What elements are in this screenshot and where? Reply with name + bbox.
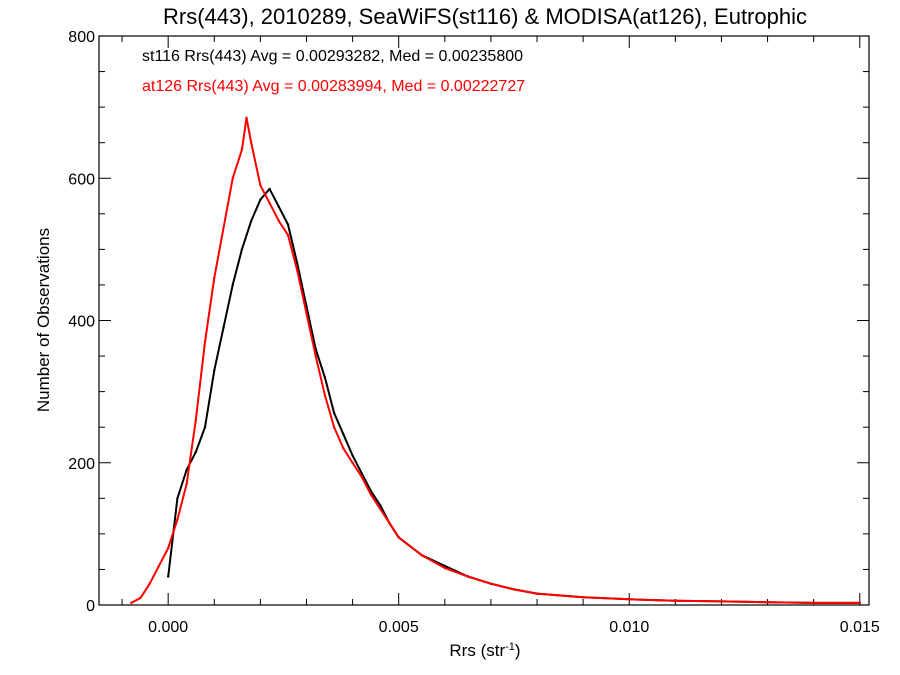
series-point-at126 (203, 340, 207, 343)
series-point-st116 (250, 219, 253, 223)
series-layer (130, 116, 861, 605)
series-point-st116 (222, 326, 225, 329)
series-point-at126 (268, 201, 271, 205)
series-point-at126 (466, 575, 470, 578)
series-point-st116 (351, 454, 354, 457)
series-point-at126 (194, 418, 197, 422)
series-point-at126 (167, 546, 170, 550)
x-tick-label: 0.015 (840, 619, 880, 636)
series-point-at126 (222, 226, 225, 230)
series-point-st116 (240, 248, 244, 251)
series-point-at126 (286, 233, 290, 237)
series-point-at126 (369, 493, 373, 496)
series-point-at126 (157, 564, 161, 568)
series-point-at126 (176, 518, 179, 521)
series-point-at126 (342, 447, 345, 450)
series-point-st116 (286, 223, 290, 226)
series-point-at126 (240, 148, 244, 151)
series-point-at126 (379, 507, 382, 511)
series-point-st116 (323, 376, 327, 379)
series-point-at126 (766, 601, 769, 604)
y-tick-label: 0 (86, 598, 95, 615)
series-point-st116 (332, 411, 336, 415)
x-tick-label: 0.005 (379, 619, 419, 636)
y-tick-label: 800 (68, 29, 95, 46)
series-point-st116 (167, 575, 170, 578)
series-point-st116 (342, 433, 345, 436)
series-point-at126 (397, 536, 400, 539)
series-point-at126 (581, 596, 585, 599)
series-point-st116 (176, 497, 179, 500)
x-axis: 0.000 0.005 0.010 0.015 (121, 36, 880, 636)
series-point-at126 (296, 269, 299, 272)
series-point-st116 (213, 369, 216, 372)
chart-title: Rrs(443), 2010289, SeaWiFS(st116) & MODI… (163, 4, 807, 29)
series-point-at126 (130, 601, 133, 605)
series-point-at126 (443, 566, 446, 570)
series-point-at126 (323, 394, 327, 397)
y-tick-label: 200 (68, 456, 95, 473)
y-axis-label: Number of Observations (34, 228, 53, 412)
series-point-at126 (213, 276, 216, 279)
x-axis-label-close: ) (515, 641, 521, 660)
series-point-at126 (314, 354, 317, 358)
series-point-st116 (379, 504, 382, 507)
y-axis: 0 200 400 600 800 (68, 29, 869, 615)
series-point-st116 (194, 450, 197, 454)
series-point-at126 (259, 184, 262, 187)
x-axis-label-superscript: -1 (505, 641, 515, 653)
series-point-at126 (720, 600, 723, 603)
series-point-at126 (388, 522, 391, 525)
series-point-st116 (277, 205, 280, 208)
series-point-at126 (674, 599, 677, 602)
series-point-at126 (305, 312, 308, 315)
series-point-st116 (296, 262, 299, 265)
series-point-at126 (420, 554, 423, 557)
series-point-st116 (231, 283, 234, 287)
series-point-at126 (250, 141, 253, 144)
x-tick-label: 0.000 (148, 619, 188, 636)
series-point-at126 (489, 582, 493, 585)
series-point-at126 (148, 582, 151, 585)
x-tick-label: 0.010 (609, 619, 649, 636)
series-line-at126 (130, 116, 860, 604)
series-point-st116 (443, 564, 446, 568)
series-point-at126 (139, 596, 142, 600)
series-point-at126 (185, 482, 188, 486)
y-tick-label: 600 (68, 171, 95, 188)
series-point-at126 (332, 426, 336, 429)
series-point-st116 (185, 468, 188, 472)
series-point-at126 (245, 116, 248, 120)
series-point-at126 (512, 588, 516, 591)
series-point-at126 (351, 461, 354, 464)
series-point-st116 (203, 426, 207, 429)
series-point-at126 (231, 177, 234, 180)
series-point-at126 (812, 601, 815, 605)
series-point-at126 (628, 598, 631, 601)
series-point-st116 (268, 187, 271, 191)
plot-frame (98, 35, 870, 606)
x-axis-label-main: Rrs (str (449, 641, 505, 660)
x-axis-label: Rrs (str-1) (449, 641, 520, 660)
legend-entry-at126: at126 Rrs(443) Avg = 0.00283994, Med = 0… (142, 78, 525, 95)
series-point-at126 (535, 592, 539, 595)
legend-entry-st116: st116 Rrs(443) Avg = 0.00293282, Med = 0… (142, 48, 523, 65)
series-point-at126 (360, 475, 363, 479)
series-point-st116 (360, 472, 363, 475)
series-point-at126 (277, 219, 280, 223)
series-line-st116 (167, 187, 860, 604)
y-tick-label: 400 (68, 314, 95, 331)
series-point-at126 (858, 601, 861, 605)
series-point-st116 (259, 198, 262, 201)
